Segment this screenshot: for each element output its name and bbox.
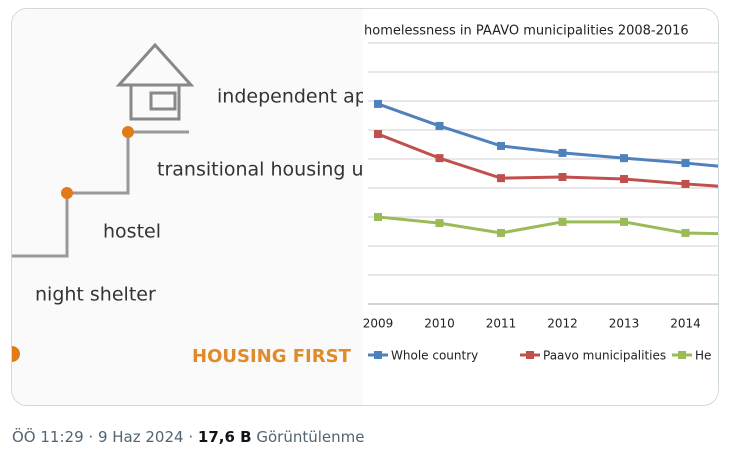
legend-swatch (526, 351, 534, 359)
step-label: independent ap (217, 86, 367, 108)
step-label: hostel (103, 221, 161, 243)
footer: ÖÖ 11:29 · 9 Haz 2024 · 17,6 B Görüntüle… (12, 428, 364, 446)
time: ÖÖ 11:29 (12, 428, 84, 446)
x-tick-label: 2013 (609, 317, 640, 331)
step-label: night shelter (35, 284, 156, 306)
point (681, 159, 690, 168)
image: independent ap transitional housing u ho… (12, 9, 718, 405)
stairs (12, 130, 189, 258)
legend-swatch (678, 351, 686, 359)
point (435, 121, 444, 130)
sep: · (88, 428, 94, 446)
house (115, 42, 195, 121)
legend-label: He (695, 349, 711, 363)
point (558, 172, 567, 181)
point (558, 148, 567, 157)
banner: HOUSING FIRST (192, 346, 352, 367)
x-tick-label: 2011 (486, 317, 517, 331)
point (497, 174, 505, 183)
legend-label: Paavo municipalities (543, 349, 666, 363)
step-label: transitional housing u (157, 159, 364, 181)
point (497, 141, 505, 150)
dot (61, 187, 73, 199)
point (620, 154, 628, 163)
point (620, 175, 628, 184)
chart-bg (363, 9, 718, 405)
sep: · (188, 428, 194, 446)
chart-title: homelessness in PAAVO municipalities 200… (364, 24, 689, 39)
diagram-bg (12, 9, 363, 405)
point (435, 219, 444, 228)
x-tick-label: 2010 (424, 317, 455, 331)
tweet-image[interactable]: independent ap transitional housing u ho… (11, 8, 719, 406)
x-tick-label: 2009 (363, 317, 394, 331)
dot (122, 126, 134, 138)
x-tick-label: 2014 (670, 317, 701, 331)
point (620, 217, 628, 226)
chart: homelessness in PAAVO municipalities 200… (363, 9, 718, 405)
views: 17,6 B (197, 428, 252, 446)
dot (12, 346, 20, 362)
point (374, 213, 382, 221)
legend-label: Whole country (391, 349, 478, 363)
point (435, 154, 444, 163)
date: 9 Haz 2024 (97, 428, 184, 446)
point (374, 130, 382, 139)
point (558, 217, 567, 226)
point (681, 179, 690, 188)
views-label: Görüntülenme (256, 428, 365, 446)
point (681, 228, 690, 237)
legend-swatch (374, 351, 382, 359)
point (374, 99, 382, 108)
x-tick-label: 2012 (547, 317, 578, 331)
point (497, 228, 505, 237)
